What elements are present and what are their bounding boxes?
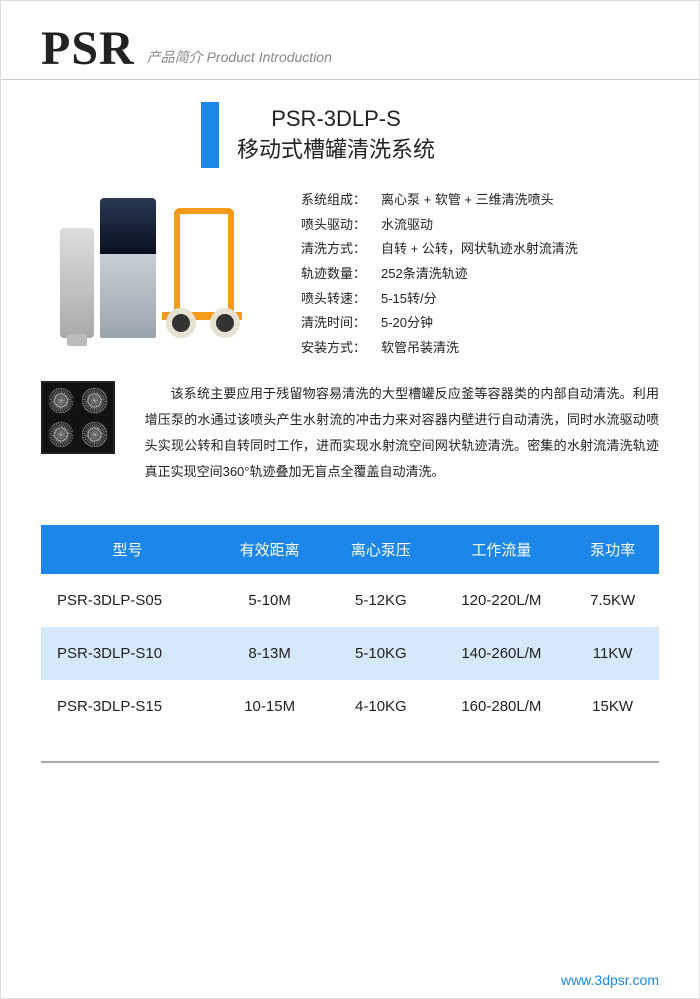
trajectory-pattern-icon [81, 421, 109, 449]
spec-row: 清洗方式：自转 + 公转，网状轨迹水射流清洗 [301, 237, 578, 262]
spec-value: 5-15转/分 [381, 287, 437, 312]
trajectory-pattern-grid [41, 381, 115, 455]
nozzle-icon [60, 228, 94, 338]
footer-url: www.3dpsr.com [561, 972, 659, 988]
spec-row: 系统组成：离心泵 + 软管 + 三维清洗喷头 [301, 188, 578, 213]
table-header-cell: 工作流量 [437, 525, 567, 574]
pump-icon [100, 198, 156, 338]
spec-table: 型号 有效距离 离心泵压 工作流量 泵功率 PSR-3DLP-S05 5-10M… [41, 525, 659, 733]
trajectory-pattern-icon [47, 421, 75, 449]
table-cell: PSR-3DLP-S10 [41, 627, 214, 680]
table-cell: 140-260L/M [437, 627, 567, 680]
table-cell: 8-13M [214, 627, 325, 680]
logo-text: PSR [41, 25, 135, 73]
table-cell: PSR-3DLP-S05 [41, 574, 214, 627]
product-model: PSR-3DLP-S [237, 106, 435, 132]
footer-divider [41, 761, 659, 763]
table-cell: 160-280L/M [437, 680, 567, 733]
cart-icon [162, 208, 252, 338]
table-cell: 7.5KW [566, 574, 659, 627]
cart-frame [174, 208, 234, 318]
table-cell: 5-12KG [325, 574, 436, 627]
description-row: 该系统主要应用于残留物容易清洗的大型槽罐反应釜等容器类的内部自动清洗。利用增压泵… [1, 361, 699, 485]
table-row: PSR-3DLP-S15 10-15M 4-10KG 160-280L/M 15… [41, 680, 659, 733]
spec-value: 自转 + 公转，网状轨迹水射流清洗 [381, 237, 578, 262]
spec-value: 水流驱动 [381, 213, 433, 238]
table-cell: 10-15M [214, 680, 325, 733]
spec-row: 轨迹数量：252条清洗轨迹 [301, 262, 578, 287]
title-accent-bar [201, 102, 219, 168]
table-row: PSR-3DLP-S05 5-10M 5-12KG 120-220L/M 7.5… [41, 574, 659, 627]
spec-row: 清洗时间：5-20分钟 [301, 311, 578, 336]
spec-value: 离心泵 + 软管 + 三维清洗喷头 [381, 188, 554, 213]
table-cell: 5-10KG [325, 627, 436, 680]
table-header-cell: 泵功率 [566, 525, 659, 574]
spec-row: 安装方式：软管吊装清洗 [301, 336, 578, 361]
cart-wheel [166, 308, 196, 338]
table-cell: PSR-3DLP-S15 [41, 680, 214, 733]
table-cell: 15KW [566, 680, 659, 733]
spec-label: 喷头驱动： [301, 213, 381, 238]
trajectory-pattern-icon [47, 387, 75, 415]
trajectory-pattern-icon [81, 387, 109, 415]
table-row: PSR-3DLP-S10 8-13M 5-10KG 140-260L/M 11K… [41, 627, 659, 680]
table-cell: 4-10KG [325, 680, 436, 733]
spec-label: 清洗时间： [301, 311, 381, 336]
spec-row: 喷头驱动：水流驱动 [301, 213, 578, 238]
spec-list: 系统组成：离心泵 + 软管 + 三维清洗喷头 喷头驱动：水流驱动 清洗方式：自转… [301, 188, 578, 361]
product-description: 该系统主要应用于残留物容易清洗的大型槽罐反应釜等容器类的内部自动清洗。利用增压泵… [145, 381, 659, 485]
spec-value: 252条清洗轨迹 [381, 262, 468, 287]
cart-wheel [210, 308, 240, 338]
spec-value: 5-20分钟 [381, 311, 433, 336]
title-text: PSR-3DLP-S 移动式槽罐清洗系统 [237, 102, 435, 168]
table-header-cell: 型号 [41, 525, 214, 574]
title-block: PSR-3DLP-S 移动式槽罐清洗系统 [201, 102, 659, 168]
product-name: 移动式槽罐清洗系统 [237, 132, 435, 164]
spec-label: 喷头转速： [301, 287, 381, 312]
table-header-cell: 有效距离 [214, 525, 325, 574]
tagline: 产品简介 Product Introduction [147, 47, 332, 73]
product-images [41, 188, 271, 338]
page-header: PSR 产品简介 Product Introduction [1, 1, 699, 80]
spec-label: 安装方式： [301, 336, 381, 361]
table-cell: 11KW [566, 627, 659, 680]
product-row: 系统组成：离心泵 + 软管 + 三维清洗喷头 喷头驱动：水流驱动 清洗方式：自转… [1, 188, 699, 361]
table-header: 型号 有效距离 离心泵压 工作流量 泵功率 [41, 525, 659, 574]
table-cell: 5-10M [214, 574, 325, 627]
table-header-cell: 离心泵压 [325, 525, 436, 574]
spec-row: 喷头转速：5-15转/分 [301, 287, 578, 312]
table-cell: 120-220L/M [437, 574, 567, 627]
spec-value: 软管吊装清洗 [381, 336, 459, 361]
spec-label: 轨迹数量： [301, 262, 381, 287]
spec-label: 系统组成： [301, 188, 381, 213]
spec-label: 清洗方式： [301, 237, 381, 262]
